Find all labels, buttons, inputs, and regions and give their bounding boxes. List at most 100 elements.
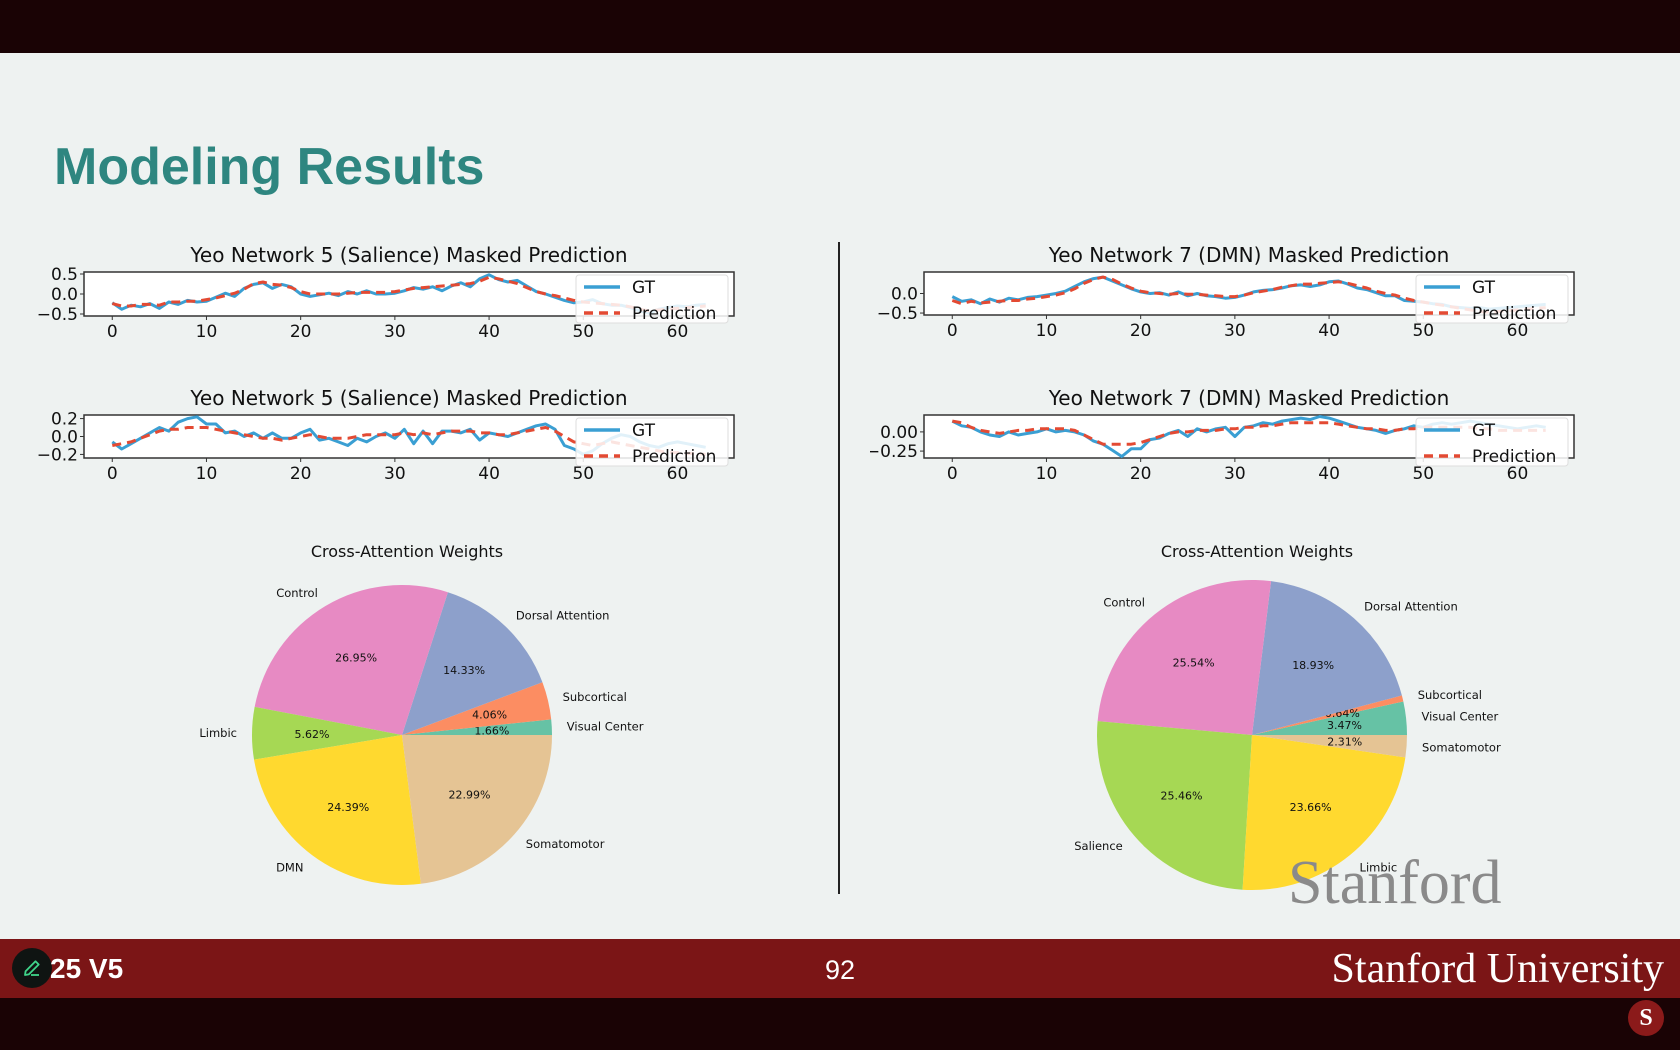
legend-label-gt: GT <box>1472 278 1496 298</box>
y-tick-label: 0.0 <box>891 285 918 305</box>
pie-slice-visual-center <box>1252 701 1407 735</box>
pie-label-control: Control <box>1103 595 1145 609</box>
pie-label-somatomotor: Somatomotor <box>1422 740 1501 754</box>
x-tick-label: 40 <box>1318 464 1340 484</box>
pie-slice-somatomotor <box>402 735 552 884</box>
footer-course-label: 25 V5 <box>50 953 124 984</box>
pie-label-subcortical: Subcortical <box>563 690 627 704</box>
x-tick-label: 0 <box>107 464 118 484</box>
pie-slice-limbic <box>252 706 402 760</box>
pie-pct-limbic: 23.66% <box>1290 801 1332 814</box>
pie-label-dorsal-attention: Dorsal Attention <box>516 609 610 623</box>
y-tick-label: 0.0 <box>51 285 78 305</box>
x-tick-label: 50 <box>572 322 594 342</box>
line-chart-salience-1: Yeo Network 5 (Salience) Masked Predicti… <box>37 243 735 342</box>
pencil-icon <box>24 960 40 976</box>
y-tick-label: −0.5 <box>37 305 78 325</box>
x-tick-label: 30 <box>384 464 406 484</box>
pie-label-salience: Salience <box>1074 839 1123 853</box>
pie-label-somatomotor: Somatomotor <box>526 837 605 851</box>
y-tick-label: −0.25 <box>870 442 918 462</box>
line-chart-salience-2: Yeo Network 5 (Salience) Masked Predicti… <box>37 386 735 484</box>
x-tick-label: 30 <box>1224 321 1246 341</box>
pie-slice-somatomotor <box>1252 735 1407 758</box>
pie-slice-visual-center <box>402 719 552 735</box>
top-letterbox <box>0 0 1680 53</box>
line-chart-dmn-1: Yeo Network 7 (DMN) Masked Prediction 0 10… <box>877 243 1575 341</box>
pie-label-limbic: Limbic <box>199 726 237 740</box>
pie-pct-somatomotor: 22.99% <box>449 788 491 801</box>
pie-pct-subcortical: 4.06% <box>472 708 507 721</box>
legend-label-prediction: Prediction <box>1472 304 1556 324</box>
x-tick-label: 20 <box>290 464 312 484</box>
page-number: 92 <box>824 955 856 985</box>
pie-pct-dorsal-attention: 18.93% <box>1292 659 1334 672</box>
x-tick-label: 50 <box>1412 321 1434 341</box>
x-tick-label: 0 <box>947 464 958 484</box>
pie-title: Cross-Attention Weights <box>311 542 503 561</box>
chart-title: Yeo Network 7 (DMN) Masked Prediction <box>1048 243 1450 267</box>
pie-label-dorsal-attention: Dorsal Attention <box>1364 600 1458 614</box>
x-tick-label: 50 <box>1412 464 1434 484</box>
pie-chart-left: Cross-Attention Weights 1.66% Visual Cente… <box>199 542 644 886</box>
pie-slice-limbic <box>1242 735 1406 890</box>
pie-label-subcortical: Subcortical <box>1418 688 1482 702</box>
x-tick-label: 10 <box>1036 321 1058 341</box>
x-tick-label: 50 <box>572 464 594 484</box>
stanford-watermark: Stanford <box>1288 849 1502 917</box>
y-tick-label: 0.5 <box>51 265 78 285</box>
slide-footer: 25 V5 92 Stanford University <box>0 939 1680 998</box>
series-line-prediction <box>111 275 706 313</box>
x-tick-label: 10 <box>1036 464 1058 484</box>
pie-pct-dmn: 24.39% <box>327 801 369 814</box>
x-tick-label: 20 <box>1130 321 1152 341</box>
pie-slice-salience <box>1096 721 1252 890</box>
legend-label-prediction: Prediction <box>632 447 716 467</box>
x-tick-label: 30 <box>1224 464 1246 484</box>
x-tick-label: 40 <box>478 464 500 484</box>
x-tick-label: 60 <box>1507 321 1529 341</box>
legend-label-gt: GT <box>632 421 656 441</box>
pie-chart-right: Cross-Attention Weights 3.47% Visual Cente… <box>1074 542 1501 890</box>
chart-title: Yeo Network 5 (Salience) Masked Predicti… <box>189 386 627 410</box>
pie-slice-control <box>254 585 448 735</box>
y-tick-label: −0.2 <box>37 445 78 465</box>
stanford-seal-icon: S <box>1628 1000 1664 1036</box>
pie-pct-salience: 25.46% <box>1161 790 1203 803</box>
series-line-prediction <box>951 275 1546 314</box>
pie-slice-control <box>1097 580 1272 735</box>
pie-pct-control: 26.95% <box>335 652 377 665</box>
column-divider <box>838 242 840 894</box>
pie-label-visual-center: Visual Center <box>567 719 644 733</box>
pie-slice-dorsal-attention <box>402 592 543 735</box>
legend-label-prediction: Prediction <box>632 304 716 324</box>
pie-label-dmn: DMN <box>276 860 303 874</box>
pie-pct-somatomotor: 2.31% <box>1327 736 1362 749</box>
x-tick-label: 30 <box>384 322 406 342</box>
y-tick-label: −0.5 <box>877 304 918 324</box>
x-tick-label: 60 <box>667 464 689 484</box>
pie-pct-dorsal-attention: 14.33% <box>443 664 485 677</box>
pie-pct-control: 25.54% <box>1173 657 1215 670</box>
edit-pencil-button[interactable] <box>12 948 52 988</box>
y-tick-label: 0.2 <box>51 410 78 430</box>
pie-pct-visual-center: 3.47% <box>1327 719 1362 732</box>
legend-label-gt: GT <box>1472 421 1496 441</box>
chart-title: Yeo Network 7 (DMN) Masked Prediction <box>1048 386 1450 410</box>
x-tick-label: 0 <box>107 322 118 342</box>
pie-slice-dorsal-attention <box>1252 581 1402 735</box>
y-tick-label: 0.00 <box>880 423 918 443</box>
pie-label-limbic: Limbic <box>1360 860 1398 874</box>
legend-label-gt: GT <box>632 278 656 298</box>
x-tick-label: 0 <box>947 321 958 341</box>
pie-label-visual-center: Visual Center <box>1421 709 1498 723</box>
series-line-prediction <box>112 426 706 456</box>
x-tick-label: 40 <box>1318 321 1340 341</box>
university-name: Stanford University <box>1331 946 1664 992</box>
bottom-letterbox: S <box>0 998 1680 1050</box>
pie-label-control: Control <box>276 586 318 600</box>
pie-title: Cross-Attention Weights <box>1161 542 1353 561</box>
x-tick-label: 40 <box>478 322 500 342</box>
x-tick-label: 20 <box>1130 464 1152 484</box>
x-tick-label: 60 <box>1507 464 1529 484</box>
